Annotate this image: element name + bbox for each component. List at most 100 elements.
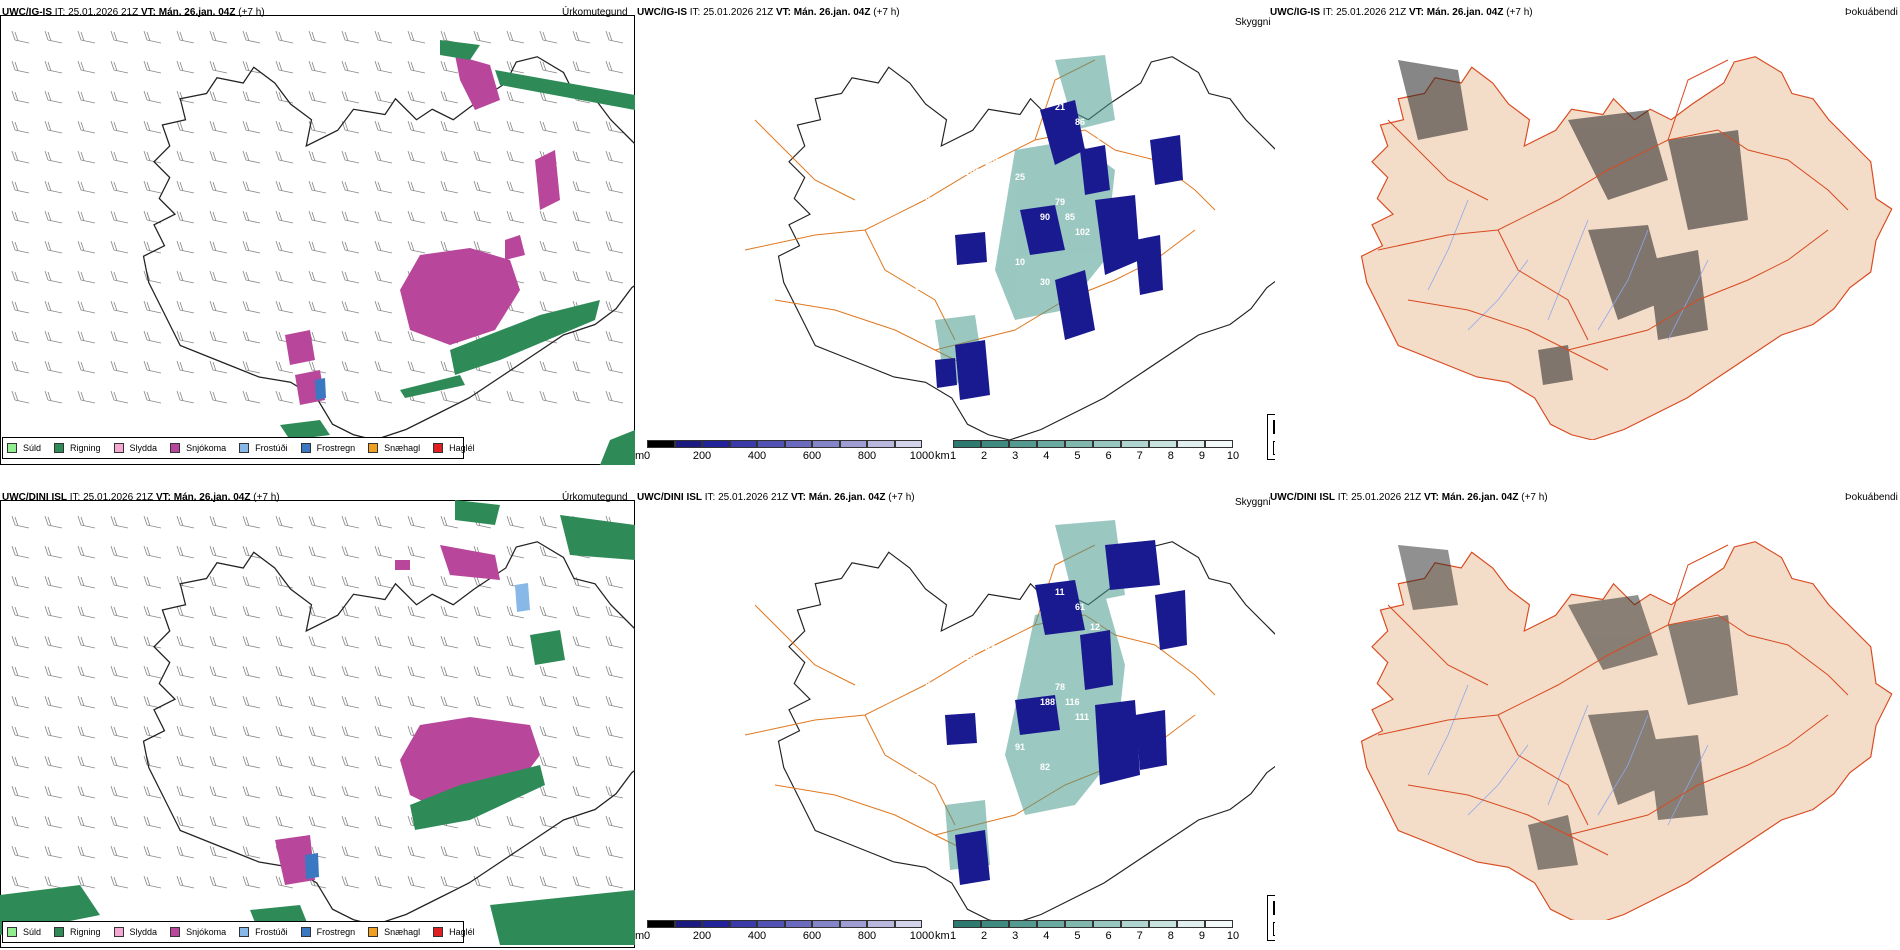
colorbar-tick: 3 [1012,930,1019,942]
wind-barb [11,210,30,224]
wind-barb [539,665,558,679]
wind-barb [143,545,162,559]
precip-legend: Súld Rigning Slydda Snjókoma Frostúði Frostre… [2,921,475,943]
wind-barb [341,210,360,224]
wind-barb [242,665,261,679]
wind-barb [341,240,360,254]
legend-label: Slydda [129,927,158,937]
wind-barb [176,665,195,679]
wind-barb [605,120,624,134]
cloud-base-value: 69 [965,187,975,197]
wind-barb [605,150,624,164]
wind-barb [242,360,261,374]
wind-barb [11,845,30,859]
frost-rain [315,378,326,400]
colorbar-segment [867,920,895,928]
wind-barb [374,785,393,799]
cloud-base-value: 102 [1075,227,1090,237]
wind-barb [572,635,591,649]
wind-barb [605,665,624,679]
legend-swatch [170,927,181,937]
cloud-base-value: 269 [955,702,970,712]
wind-barb [308,150,327,164]
wind-barb [407,845,426,859]
wind-barb [110,120,129,134]
colorbar-tick: 7 [1136,450,1143,462]
wind-barb [110,240,129,254]
wind-barb [242,755,261,769]
precip-type-panel-row2: UWC/DINI ISL IT: 25.01.2026 21Z VT: Mán.… [0,485,640,950]
rain-areas [280,40,635,465]
colorbar-segment [839,440,867,448]
colorbar-segment [1009,920,1037,928]
map-frame [0,15,635,465]
wind-barb [143,875,162,889]
cloud-base-value: 23 [985,642,995,652]
legend-swatch [433,443,444,453]
wind-barb [539,875,558,889]
wind-barb [11,150,30,164]
wind-barb [275,515,294,529]
wind-barb [77,575,96,589]
road-network [1377,544,1849,856]
wind-barb [44,785,63,799]
wind-barb [44,515,63,529]
legend-label: Snæhagl [384,443,421,453]
wind-barb [473,815,492,829]
wind-barb [44,545,63,559]
wind-barb [110,725,129,739]
wind-barb [374,875,393,889]
wind-barb [110,755,129,769]
wind-barb [605,785,624,799]
wind-barb [341,180,360,194]
panel-header: UWC/DINI ISL IT: 25.01.2026 21Z VT: Mán.… [1270,492,1548,503]
colorbar-tick: 200 [692,450,712,462]
wind-barb [44,845,63,859]
wind-barb [209,330,228,344]
wind-barb [605,330,624,344]
wind-barb [11,665,30,679]
wind-barb [242,330,261,344]
legend-item: Snæhagl [368,927,420,937]
wind-barb [506,120,525,134]
wind-barb [44,90,63,104]
colorbar-segment [674,920,702,928]
river [1597,229,1649,331]
wind-barb [308,120,327,134]
wind-barb [77,515,96,529]
wind-barb [143,845,162,859]
wind-barb [110,330,129,344]
wind-barb [605,30,624,44]
legend-item: Haglél [433,927,475,937]
wind-barb [242,875,261,889]
colorbar-segment [702,920,730,928]
colorbar-tick: 1000 [909,930,935,942]
colorbar-segment [1065,920,1093,928]
colorbar-segment [981,920,1009,928]
wind-barb [308,575,327,589]
road [1407,784,1609,856]
cloud-base-value: 90 [980,642,990,652]
fog-panel-row2: UWC/DINI ISL IT: 25.01.2026 21Z VT: Mán.… [1268,485,1900,950]
wind-barb [77,545,96,559]
wind-barb [605,755,624,769]
wind-barb [275,545,294,559]
wind-barb [605,390,624,404]
wind-barb [11,785,30,799]
cloud-base-value: 11 [1055,587,1065,597]
wind-barb [110,210,129,224]
colorbar-tick: 6 [1105,930,1112,942]
wind-barb [374,210,393,224]
panel-header: UWC/IG-IS IT: 25.01.2026 21Z VT: Mán. 26… [637,7,900,18]
cloudbase-panel-row2: UWC/DINI ISL IT: 25.01.2026 21Z VT: Mán.… [635,485,1275,950]
wind-barb [506,390,525,404]
wind-barb [275,210,294,224]
wind-barb [176,545,195,559]
colorbar-segment [812,440,840,448]
panel-label-fog: Þokuábendi [1845,492,1898,503]
legend-swatch [239,443,250,453]
wind-barb [209,30,228,44]
wind-barb [44,605,63,619]
cloud-base-value: 26 [1010,67,1020,77]
rain-areas [0,500,635,945]
